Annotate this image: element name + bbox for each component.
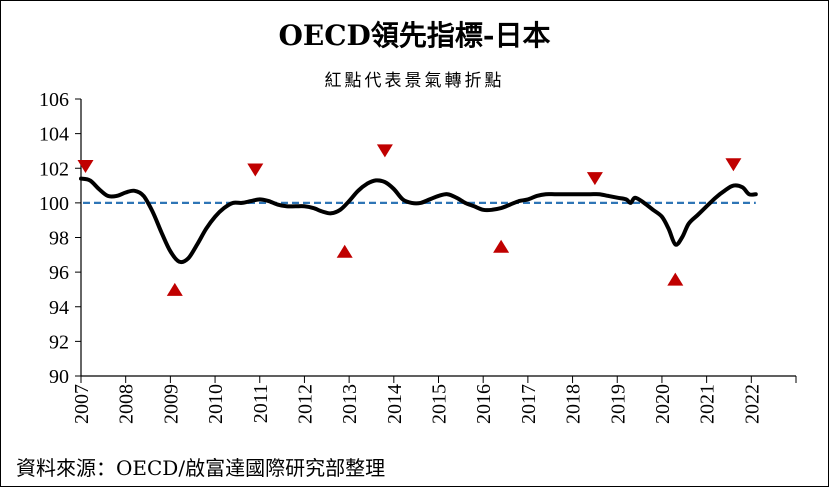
- turning-point-down-marker: [725, 158, 742, 172]
- x-tick-label: 2011: [250, 384, 272, 423]
- x-tick-label: 2017: [518, 384, 540, 424]
- y-tick-label: 98: [49, 228, 69, 250]
- y-tick-label: 94: [49, 297, 69, 319]
- y-tick-label: 90: [49, 366, 69, 388]
- x-tick-label: 2008: [116, 384, 138, 424]
- x-tick-label: 2013: [339, 384, 361, 424]
- turning-point-up-marker: [493, 239, 510, 253]
- x-tick-label: 2016: [473, 384, 495, 424]
- y-tick-label: 92: [49, 331, 69, 353]
- y-tick-label: 100: [39, 193, 69, 215]
- x-tick-label: 2018: [563, 384, 585, 424]
- turning-point-down-marker: [247, 163, 264, 177]
- x-tick-label: 2010: [205, 384, 227, 424]
- x-tick-label: 2015: [429, 384, 451, 424]
- x-tick-label: 2012: [294, 384, 316, 424]
- x-tick-label: 2019: [607, 384, 629, 424]
- turning-point-down-marker: [77, 160, 94, 173]
- turning-point-layer: [77, 144, 742, 296]
- x-tick-label: 2009: [160, 384, 182, 424]
- y-tick-label: 106: [39, 89, 69, 111]
- x-tick-label: 2022: [741, 384, 763, 424]
- turning-point-up-marker: [166, 282, 183, 296]
- chart-title: OECD領先指標-日本: [278, 19, 551, 52]
- series-layer: [79, 176, 758, 265]
- y-tick-label: 104: [39, 124, 69, 146]
- x-tick-label: 2007: [71, 384, 93, 424]
- x-tick-label: 2021: [697, 384, 719, 424]
- turning-point-down-marker: [586, 172, 603, 186]
- turning-point-up-marker: [667, 272, 684, 286]
- y-tick-label: 102: [39, 158, 69, 180]
- x-tick-label: 2014: [384, 384, 406, 424]
- chart-subtitle: 紅點代表景氣轉折點: [324, 71, 505, 91]
- x-tick-label: 2020: [652, 384, 674, 424]
- leading-indicator-line: [79, 176, 758, 265]
- turning-point-up-marker: [336, 244, 353, 258]
- axes: 90 92 94 96 98 100 102 104 106 2007 2008 2009 2010 20…: [39, 89, 797, 424]
- y-tick-label: 96: [49, 262, 69, 284]
- turning-point-down-marker: [376, 144, 393, 158]
- source-note: 資料來源：OECD/啟富達國際研究部整理: [16, 456, 386, 480]
